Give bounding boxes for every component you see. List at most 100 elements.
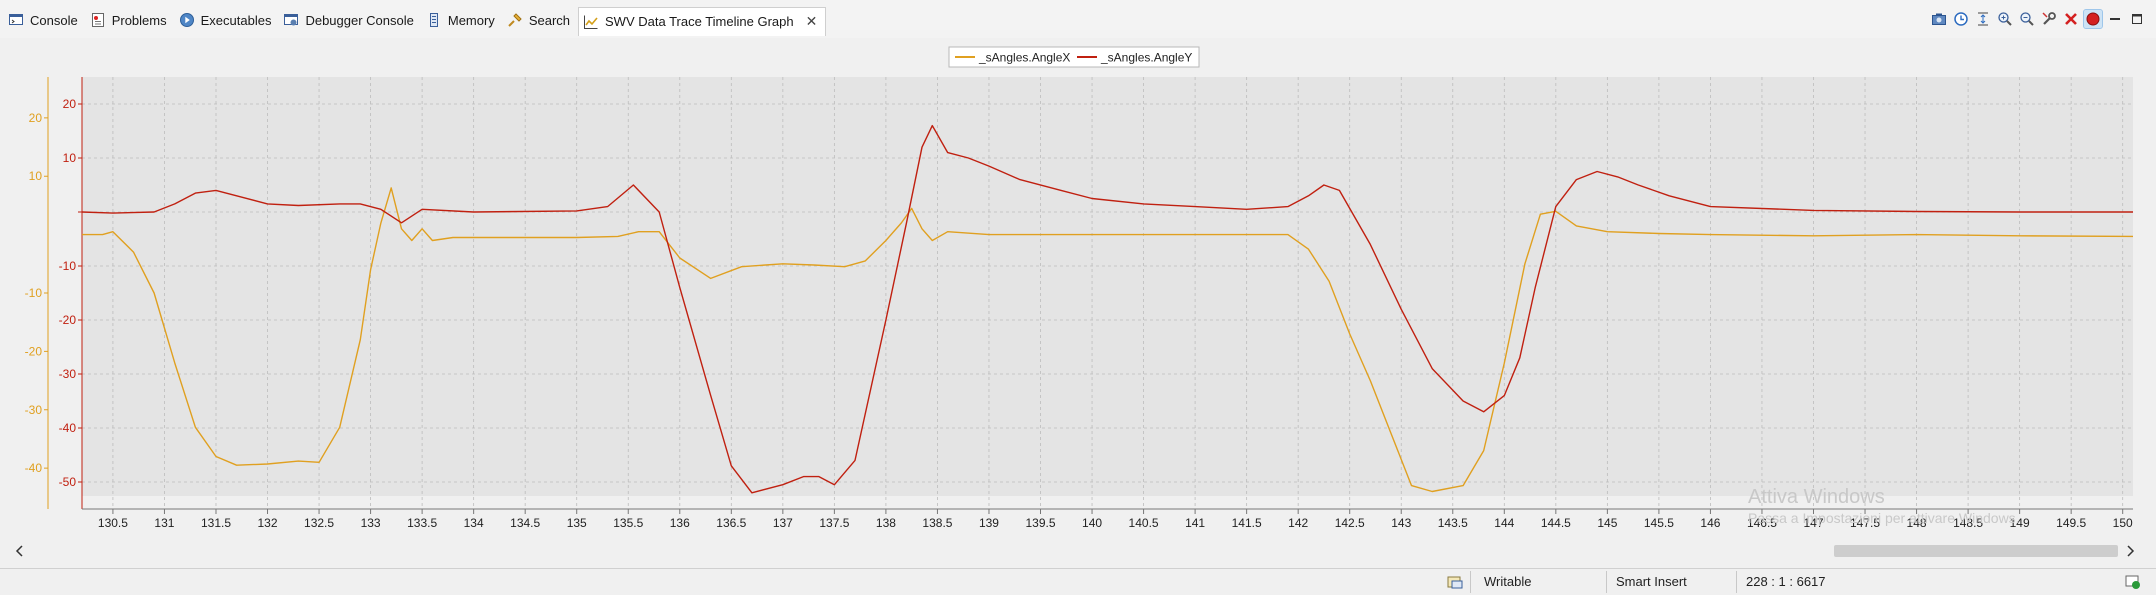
- view-tab-bar: Console Problems Executables Debugger Co…: [0, 0, 2156, 39]
- y-tick-label-angle-y: -30: [59, 367, 77, 381]
- x-tick-label: 148: [1907, 516, 1927, 530]
- tab-debugger-console[interactable]: Debugger Console: [279, 8, 421, 32]
- x-tick-label: 146.5: [1747, 516, 1777, 530]
- tab-memory[interactable]: Memory: [422, 8, 503, 32]
- x-tick-label: 146: [1700, 516, 1720, 530]
- chart-legend: _sAngles.AngleX _sAngles.AngleY: [948, 46, 1200, 68]
- notification-icon[interactable]: [2124, 573, 2142, 591]
- y-tick-label-angle-y: -50: [59, 475, 77, 489]
- problems-icon: [91, 13, 104, 27]
- x-tick-label: 130.5: [98, 516, 128, 530]
- x-tick-label: 142.5: [1335, 516, 1365, 530]
- x-tick-label: 141.5: [1232, 516, 1262, 530]
- data-series: [81, 124, 2134, 494]
- view-toolbar: [1930, 9, 2146, 29]
- export-button[interactable]: [1930, 10, 1948, 28]
- x-tick-label: 143: [1391, 516, 1411, 530]
- y-tick-label-angle-y: -10: [59, 259, 77, 273]
- x-axis-ticks: 130.5 131 131.5 132 132.5 133 133.5 134 134.5 135…: [98, 509, 2133, 530]
- configure-trace-button[interactable]: [2040, 10, 2058, 28]
- timestamp-button[interactable]: [1952, 10, 1970, 28]
- search-icon: [508, 13, 522, 27]
- executables-icon: [179, 13, 194, 27]
- y-tick-label-angle-y: -40: [59, 421, 77, 435]
- scroll-left-arrow-icon[interactable]: [15, 545, 23, 557]
- status-bar: Writable Smart Insert 228 : 1 : 6617: [0, 568, 2156, 595]
- x-tick-label: 137.5: [819, 516, 849, 530]
- y-tick-label-angle-x: 20: [29, 111, 43, 125]
- close-tab-icon[interactable]: ✕: [805, 13, 818, 29]
- export-icon: [1932, 13, 1946, 25]
- x-tick-label: 138.5: [922, 516, 952, 530]
- x-tick-label: 137: [773, 516, 793, 530]
- watermark-subtitle: Passa a Impostazioni per attivare Window…: [1748, 510, 2020, 526]
- x-tick-label: 148.5: [1953, 516, 1983, 530]
- fit-vertical-icon: [1978, 12, 1988, 26]
- zoom-out-icon: [2020, 12, 2034, 26]
- tab-console[interactable]: Console: [4, 8, 86, 32]
- clear-button[interactable]: [2062, 10, 2080, 28]
- y-tick-label-angle-x: 10: [29, 169, 43, 183]
- tab-search[interactable]: Search: [503, 8, 578, 32]
- x-tick-label: 149.5: [2056, 516, 2086, 530]
- y-tick-label-angle-y: 10: [63, 151, 77, 165]
- tab-label: Memory: [447, 12, 495, 28]
- plot-area: [82, 77, 2133, 496]
- x-tick-label: 134.5: [510, 516, 540, 530]
- x-tick-label: 134: [464, 516, 484, 530]
- zoom-out-button[interactable]: [2018, 10, 2036, 28]
- legend-label-angle-y: _sAngles.AngleY: [1100, 51, 1192, 65]
- console-icon: [9, 14, 23, 25]
- memory-icon: [429, 13, 438, 27]
- start-trace-button[interactable]: [2083, 9, 2103, 29]
- series-line-angle-x: [82, 187, 2134, 493]
- debugger-console-icon: [284, 14, 299, 26]
- x-tick-label: 138: [876, 516, 896, 530]
- clear-icon: [2065, 13, 2077, 25]
- x-tick-label: 145.5: [1644, 516, 1674, 530]
- minimize-button[interactable]: [2106, 10, 2124, 28]
- scroll-right-arrow-icon[interactable]: [2127, 545, 2135, 557]
- y-tick-label-angle-y: 20: [63, 97, 77, 111]
- x-tick-label: 133.5: [407, 516, 437, 530]
- fit-vertical-button[interactable]: [1974, 10, 1992, 28]
- y-tick-label-angle-x: -30: [25, 403, 43, 417]
- x-tick-label: 139: [979, 516, 999, 530]
- tab-swv-data-trace-timeline-graph[interactable]: SWV Data Trace Timeline Graph ✕: [578, 6, 827, 36]
- tab-label: SWV Data Trace Timeline Graph: [605, 14, 794, 29]
- zoom-in-icon: [1998, 12, 2012, 26]
- x-tick-label: 142: [1288, 516, 1308, 530]
- tab-executables[interactable]: Executables: [175, 8, 280, 32]
- maximize-icon: [2132, 14, 2142, 24]
- x-tick-label: 147: [1803, 516, 1823, 530]
- x-tick-label: 150: [2113, 516, 2133, 530]
- record-icon: [2086, 12, 2100, 26]
- x-tick-label: 135: [567, 516, 587, 530]
- x-tick-label: 136: [670, 516, 690, 530]
- clock-icon: [1954, 12, 1968, 26]
- device-icon: [1447, 576, 1463, 589]
- tab-label: Console: [30, 12, 78, 28]
- tab-problems[interactable]: Problems: [86, 8, 175, 32]
- x-tick-label: 131.5: [201, 516, 231, 530]
- y-axis-ticks: 20 10 -10 -20 -30 -40 -50 20 10 -10 -20 -30 -40: [25, 97, 82, 489]
- tab-label: Executables: [200, 12, 272, 28]
- x-tick-label: 132.5: [304, 516, 334, 530]
- status-insert-mode: Smart Insert: [1616, 574, 1687, 589]
- x-tick-label: 144: [1494, 516, 1514, 530]
- timeline-graph-icon: [584, 15, 598, 29]
- maximize-button[interactable]: [2128, 10, 2146, 28]
- x-tick-label: 136.5: [716, 516, 746, 530]
- status-writable: Writable: [1484, 574, 1532, 589]
- scrollbar-thumb[interactable]: [1834, 545, 2118, 557]
- x-tick-label: 135.5: [613, 516, 643, 530]
- timeline-graph-view: _sAngles.AngleX _sAngles.AngleY 20 10 -10 -…: [0, 38, 2156, 568]
- x-tick-label: 145: [1597, 516, 1617, 530]
- tab-label: Problems: [111, 12, 167, 28]
- grid-lines: [82, 77, 2133, 509]
- horizontal-scrollbar[interactable]: [0, 540, 2156, 562]
- zoom-in-button[interactable]: [1996, 10, 2014, 28]
- timeline-chart[interactable]: _sAngles.AngleX _sAngles.AngleY 20 10 -10 -…: [0, 38, 2156, 538]
- x-tick-label: 140: [1082, 516, 1102, 530]
- x-tick-label: 141: [1185, 516, 1205, 530]
